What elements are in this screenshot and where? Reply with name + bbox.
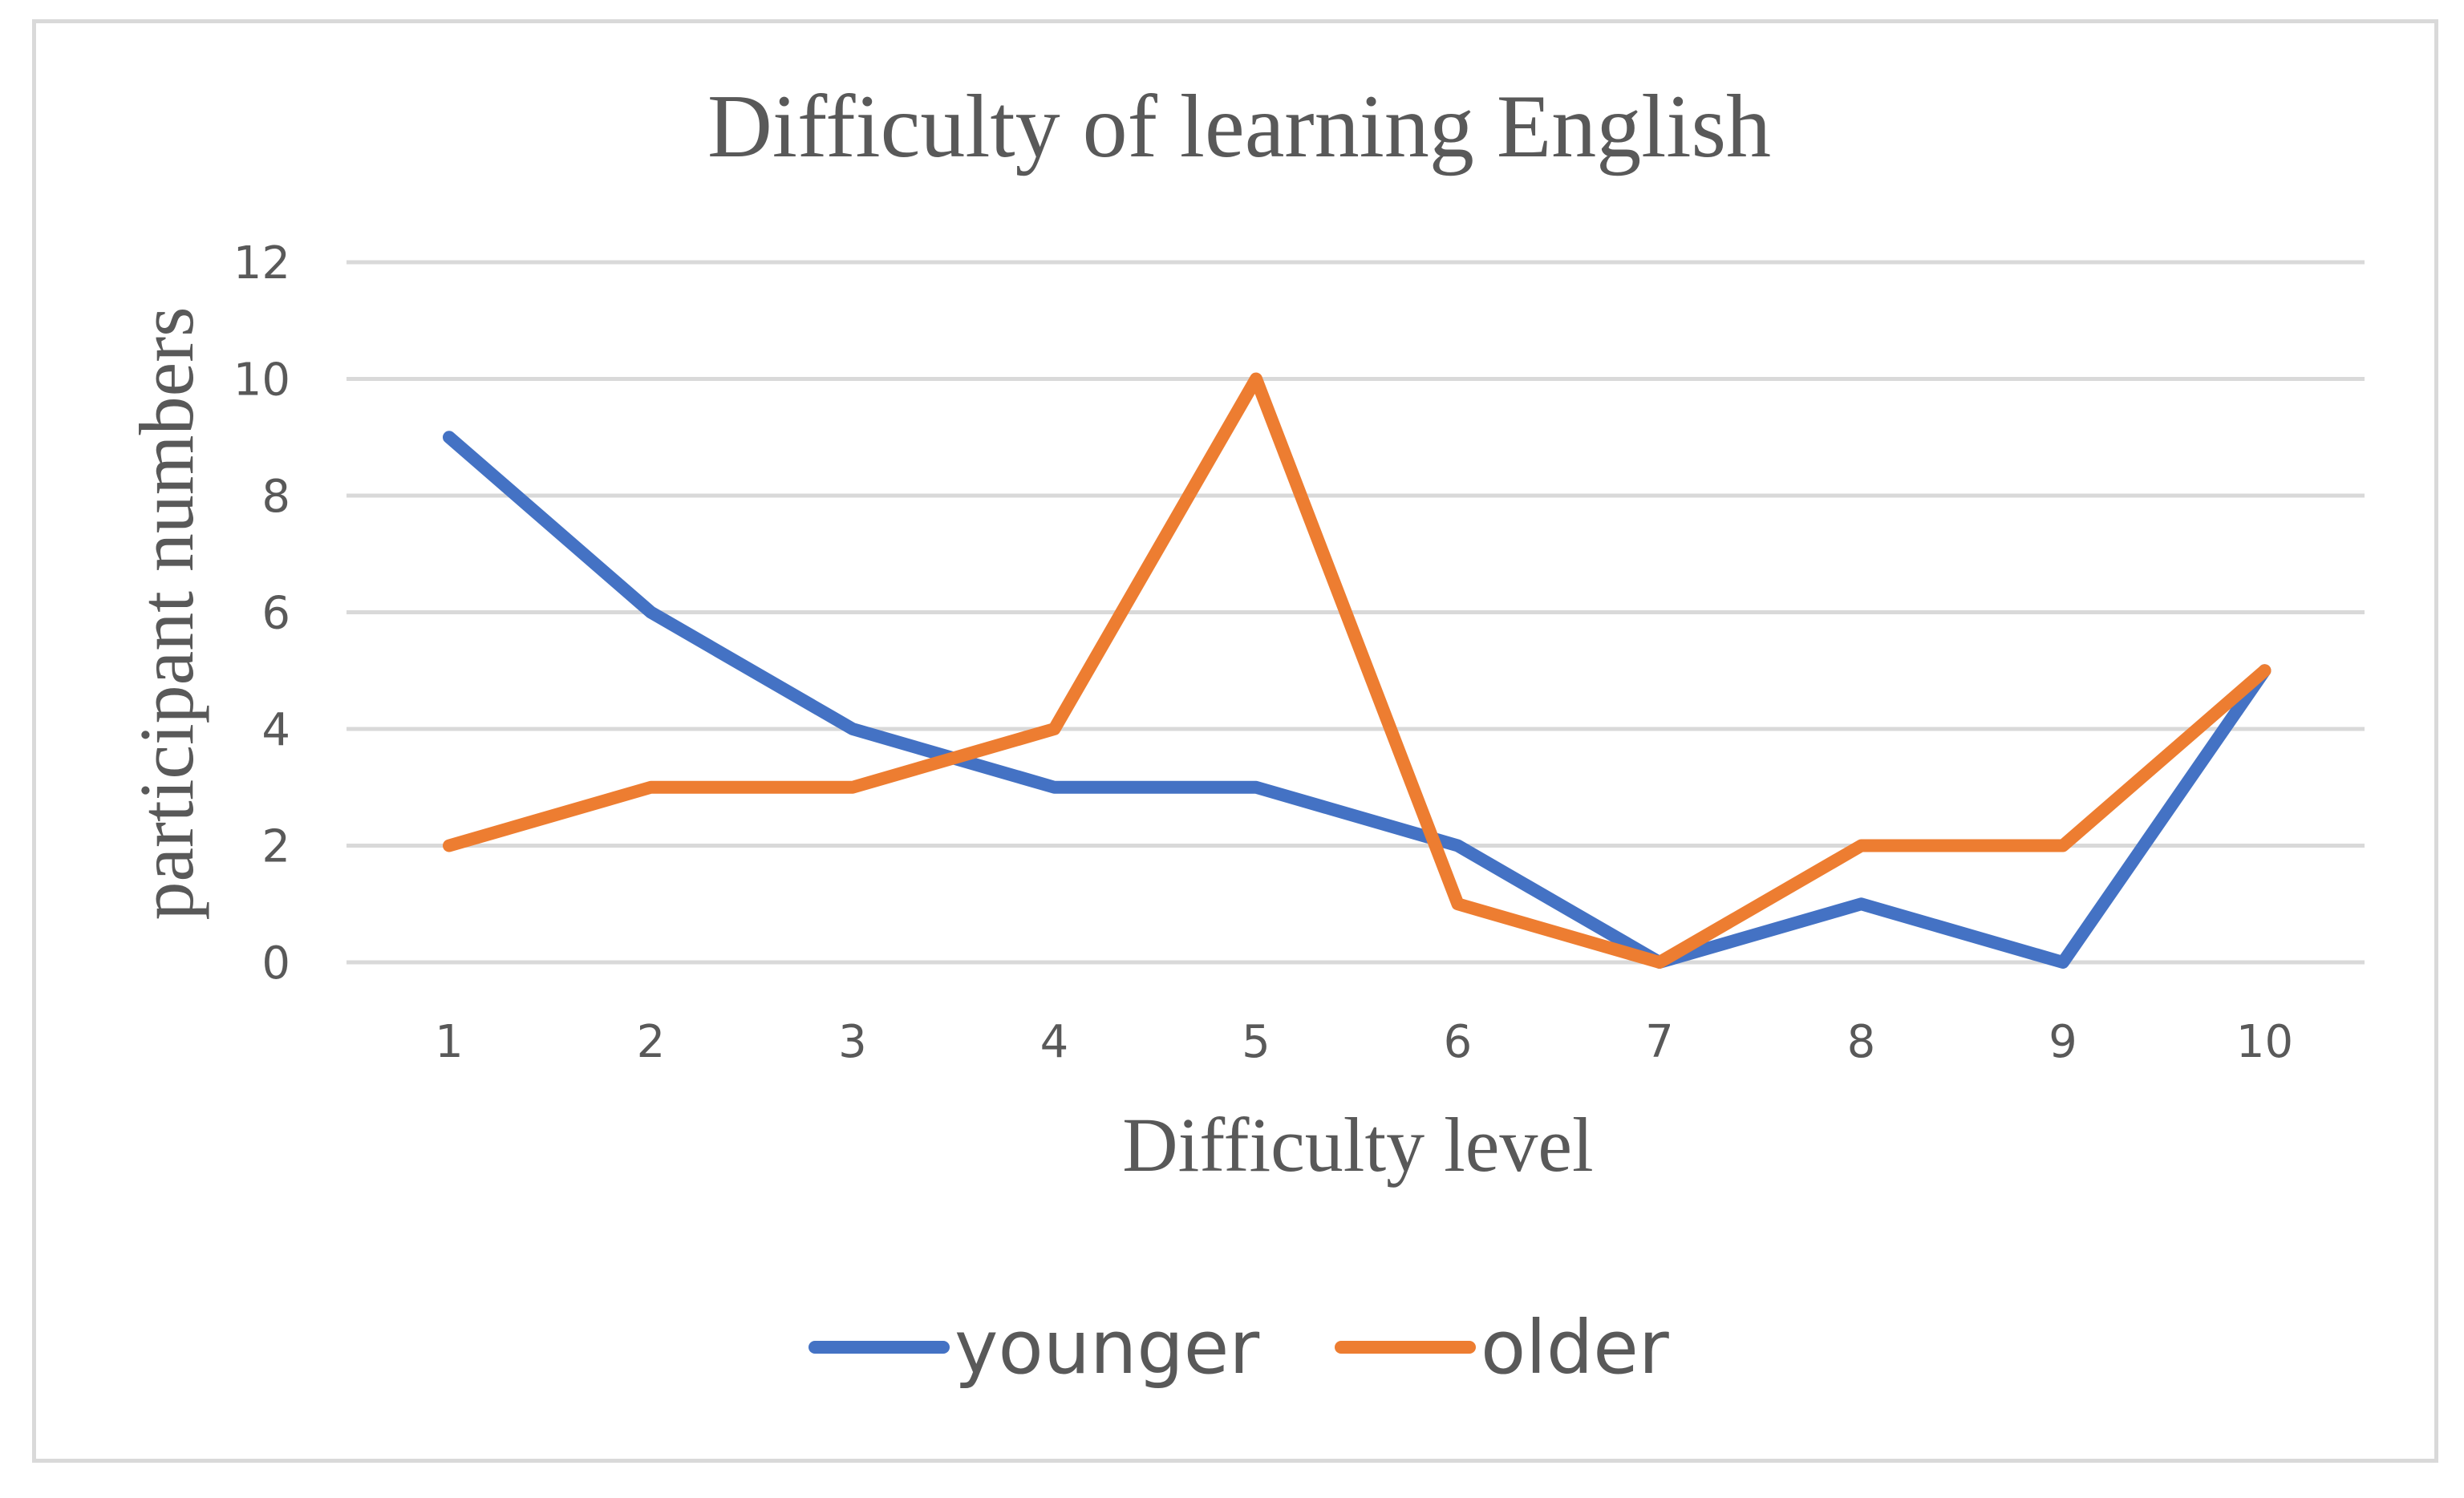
legend-label-older: older	[1481, 1305, 1669, 1391]
series-line-younger	[443, 431, 2272, 969]
x-axis-ticks: 1 2 3 4 5 6 7 8 9 10	[435, 1016, 2293, 1068]
y-tick-label: 4	[261, 704, 290, 756]
y-tick-label: 2	[261, 821, 290, 873]
x-tick-label: 9	[2049, 1016, 2077, 1068]
y-tick-label: 0	[261, 937, 290, 990]
x-tick-label: 10	[2236, 1016, 2293, 1068]
legend: younger older	[808, 1305, 1669, 1391]
x-axis-title: Difficulty level	[1122, 1102, 1593, 1188]
y-tick-label: 8	[261, 471, 290, 523]
x-tick-label: 3	[838, 1016, 867, 1068]
x-tick-label: 8	[1847, 1016, 1876, 1068]
x-tick-label: 1	[435, 1016, 464, 1068]
x-tick-label: 7	[1645, 1016, 1674, 1068]
series-lines	[443, 372, 2272, 969]
chart-title: Difficulty of learning English	[707, 77, 1771, 176]
x-tick-label: 4	[1040, 1016, 1069, 1068]
chart-frame	[32, 19, 2438, 1463]
x-tick-label: 2	[637, 1016, 666, 1068]
series-line-older	[443, 372, 2272, 969]
y-axis-ticks: 0 2 4 6 8 10 12	[233, 237, 290, 990]
y-tick-label: 10	[233, 354, 290, 407]
y-tick-label: 6	[261, 588, 290, 640]
legend-label-younger: younger	[954, 1305, 1259, 1391]
y-tick-label: 12	[233, 237, 290, 289]
x-tick-label: 6	[1444, 1016, 1473, 1068]
y-axis-title: participant numbers	[124, 306, 209, 920]
x-tick-label: 5	[1242, 1016, 1270, 1068]
